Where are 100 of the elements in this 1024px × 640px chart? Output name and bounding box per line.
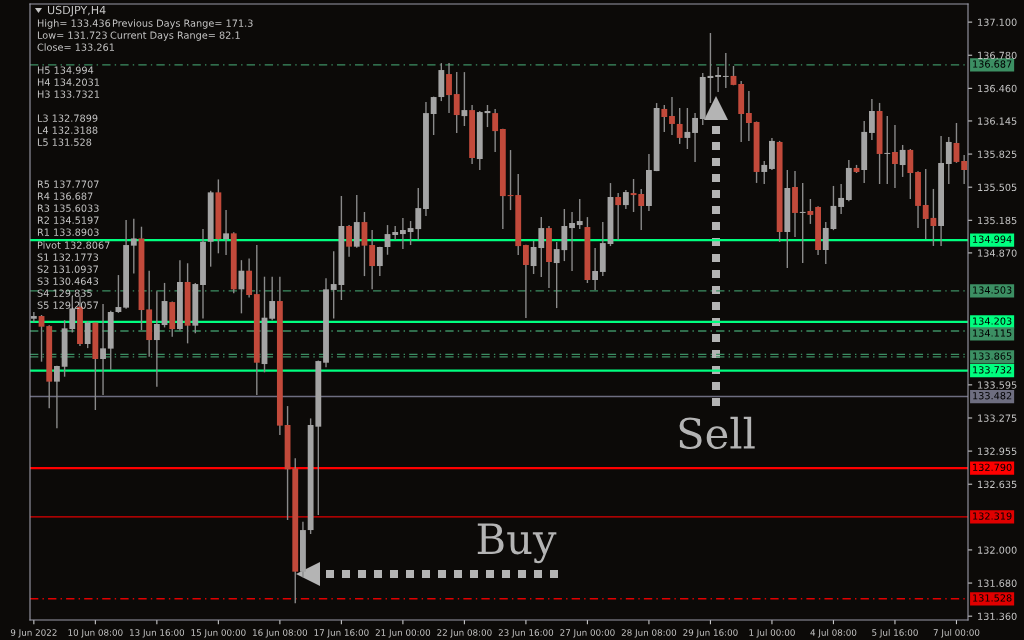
x-tick-label: 7 Jul 00:00 xyxy=(933,629,980,638)
annotation: Close= 133.261 xyxy=(37,43,115,51)
candlestick xyxy=(615,192,622,241)
candlestick xyxy=(376,245,383,277)
y-tick-label: 136.460 xyxy=(978,84,1017,93)
ref-line-label: 132.790 xyxy=(973,463,1012,471)
annotation: L4 132.3188 xyxy=(37,126,98,134)
x-tick-label: 5 Jul 16:00 xyxy=(872,629,918,638)
ref-line-label: 134.115 xyxy=(973,329,1012,337)
annotation: Buy xyxy=(477,523,557,564)
ref-line-label: 133.865 xyxy=(973,352,1012,360)
candlestick xyxy=(399,217,406,250)
candlestick xyxy=(945,136,952,185)
candlestick xyxy=(822,221,829,265)
x-tick-label: 16 Jun 08:00 xyxy=(253,629,308,638)
candlestick xyxy=(692,112,698,163)
annotation: H3 133.7321 xyxy=(37,90,100,98)
annotation: S1 132.1773 xyxy=(37,253,99,261)
y-tick-label: 137.100 xyxy=(978,18,1017,26)
y-tick-label: 132.000 xyxy=(978,546,1017,554)
candlestick xyxy=(907,148,914,200)
ref-line-label: 134.203 xyxy=(973,317,1012,325)
x-tick-label: 9 Jun 2022 xyxy=(10,629,57,638)
candlestick xyxy=(799,182,806,264)
x-tick-label: 10 Jun 08:00 xyxy=(68,629,123,638)
ref-line-label: 131.528 xyxy=(973,594,1012,602)
candlestick xyxy=(84,320,91,349)
annotation: R4 136.687 xyxy=(37,192,93,200)
ref-line-label: 136.687 xyxy=(973,60,1012,68)
y-tick-label: 133.595 xyxy=(978,381,1017,389)
x-tick-label: 28 Jun 08:00 xyxy=(621,629,677,638)
candlestick xyxy=(223,209,229,256)
ref-line-label: 133.482 xyxy=(973,392,1012,400)
candlestick xyxy=(661,104,668,133)
candlestick xyxy=(622,189,629,210)
y-tick-label: 133.275 xyxy=(978,414,1017,422)
ref-line-label: 133.732 xyxy=(973,366,1012,374)
candlestick xyxy=(761,160,768,185)
annotation: Sell xyxy=(679,416,755,450)
candlestick xyxy=(592,247,599,291)
x-tick-label: 22 Jun 08:00 xyxy=(437,629,492,638)
ref-line-label: 134.994 xyxy=(973,235,1012,243)
candlestick xyxy=(130,218,137,275)
annotation: S2 131.0937 xyxy=(37,265,99,273)
annotation: S3 130.4643 xyxy=(37,277,99,285)
y-tick-label: 131.680 xyxy=(978,579,1017,587)
candlestick xyxy=(115,274,122,314)
candlestick xyxy=(153,290,160,388)
candlestick xyxy=(569,211,575,272)
candlestick xyxy=(430,95,437,136)
x-tick-label: 4 Jul 08:00 xyxy=(810,629,857,638)
x-tick-label: 23 Jun 16:00 xyxy=(498,629,554,638)
x-tick-label: 17 Jun 16:00 xyxy=(314,629,369,638)
y-tick-label: 136.780 xyxy=(978,51,1017,60)
y-tick-label: 135.185 xyxy=(978,216,1017,225)
candlestick xyxy=(100,303,106,396)
y-tick-label: 136.145 xyxy=(978,117,1017,125)
annotation: Low= 131.723 xyxy=(37,31,107,39)
candlestick xyxy=(346,224,352,258)
annotation: L5 131.528 xyxy=(37,138,92,146)
candlestick xyxy=(669,96,675,136)
candlestick xyxy=(492,108,499,153)
candlestick xyxy=(461,71,468,127)
x-tick-label: 1 Jul 00:00 xyxy=(749,629,795,638)
annotation: R1 133.8903 xyxy=(37,228,99,236)
annotation: R2 134.5197 xyxy=(37,216,99,224)
annotation: S4 129.835 xyxy=(37,289,92,297)
annotation: High= 133.436 xyxy=(37,19,111,29)
y-tick-label: 132.955 xyxy=(978,447,1017,455)
candlestick xyxy=(676,107,683,145)
candlestick xyxy=(884,115,891,185)
candlestick xyxy=(446,62,452,114)
annotation: Current Days Range= 82.1 xyxy=(110,31,240,41)
y-tick-label: 132.635 xyxy=(978,480,1017,489)
candlestick xyxy=(838,183,845,215)
ref-line-label: 134.503 xyxy=(973,286,1012,294)
candlestick xyxy=(369,229,376,291)
annotation: R5 137.7707 xyxy=(37,180,99,188)
y-tick-label: 135.505 xyxy=(978,183,1017,192)
candlestick xyxy=(722,52,729,89)
candlestick xyxy=(453,71,460,134)
candlestick xyxy=(576,198,583,230)
annotation: L3 132.7899 xyxy=(37,114,98,122)
candlestick xyxy=(899,144,906,178)
candlestick xyxy=(522,243,529,319)
x-tick-label: 27 Jun 00:00 xyxy=(560,629,615,638)
annotation: Previous Days Range= 171.3 xyxy=(112,19,253,29)
candlestick xyxy=(807,198,814,225)
x-tick-label: 21 Jun 00:00 xyxy=(375,629,431,638)
y-tick-label: 135.825 xyxy=(978,150,1017,158)
candlestick xyxy=(868,98,875,141)
candlestick xyxy=(638,188,645,231)
x-tick-label: 15 Jun 00:00 xyxy=(191,629,246,638)
candlestick xyxy=(684,107,691,150)
annotation: R3 135.6033 xyxy=(37,204,99,212)
chart-title: USDJPY,H4 xyxy=(47,5,106,17)
candlestick xyxy=(745,90,752,142)
x-tick-label: 13 Jun 16:00 xyxy=(130,629,185,638)
candlestick xyxy=(53,365,60,430)
annotation: Pivot 132.8067 xyxy=(37,241,110,249)
